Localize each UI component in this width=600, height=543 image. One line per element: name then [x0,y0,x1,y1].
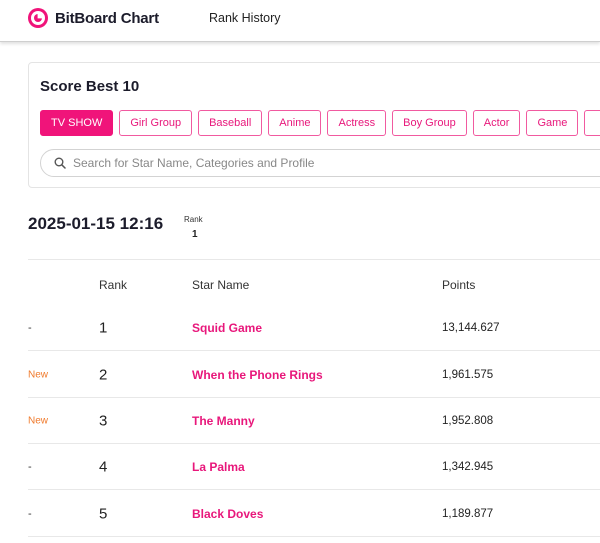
rank-number: 5 [99,505,108,523]
rank-change-new-badge: New [28,415,49,427]
table-row[interactable]: - 5 Black Doves 1,189.877 [28,491,600,537]
search-input[interactable] [73,154,593,172]
rank-change: - [28,508,32,520]
category-chip-girl-group[interactable]: Girl Group [119,110,193,136]
star-name-link[interactable]: Squid Game [192,321,263,335]
row-divider [28,536,600,537]
category-chip-anime[interactable]: Anime [268,110,322,136]
category-filter-chips: TV SHOW Girl Group Baseball Anime Actress Boy… [40,110,600,136]
category-chip-baseball[interactable]: Baseball [198,110,263,136]
category-chip-game[interactable]: Game [526,110,579,136]
table-top-divider [28,259,600,260]
points-value: 1,189.877 [442,508,494,520]
category-chip-actress[interactable]: Actress [327,110,387,136]
row-divider [28,350,600,351]
category-chip-actor[interactable]: Actor [472,110,521,136]
snapshot-datetime: 2025-01-15 12:16 [28,214,164,233]
bitboard-logo-icon [28,8,48,28]
table-row[interactable]: New 3 The Manny 1,952.808 [28,398,600,444]
category-chip-boy-group[interactable]: Boy Group [392,110,467,136]
rank-number: 3 [99,412,108,430]
row-divider [28,443,600,444]
table-row[interactable]: - 1 Squid Game 13,144.627 [28,305,600,351]
brand-logo[interactable]: BitBoard Chart [28,8,159,28]
search-box [40,149,600,177]
points-value: 1,342.945 [442,461,494,473]
table-row[interactable]: - 4 La Palma 1,342.945 [28,444,600,490]
star-name-link[interactable]: La Palma [192,460,245,474]
top-navigation-bar: BitBoard Chart Rank History [0,0,600,42]
star-name-link[interactable]: Black Doves [192,507,264,521]
category-chip-tv-show[interactable]: TV SHOW [40,110,114,136]
rank-number: 2 [99,366,108,384]
snapshot-rank-value: 1 [192,229,198,240]
brand-name: BitBoard Chart [55,9,159,27]
rank-change: - [28,322,32,334]
points-value: 1,952.808 [442,415,494,427]
column-header-points: Points [442,278,476,292]
star-name-link[interactable]: The Manny [192,414,255,428]
table-row[interactable]: New 2 When the Phone Rings 1,961.575 [28,352,600,398]
rank-number: 1 [99,319,108,337]
search-icon [54,157,66,169]
nav-rank-history-link[interactable]: Rank History [209,11,281,25]
points-value: 1,961.575 [442,369,494,381]
row-divider [28,397,600,398]
rank-change: - [28,461,32,473]
column-header-star-name: Star Name [192,278,250,292]
points-value: 13,144.627 [442,322,500,334]
column-header-rank: Rank [99,278,128,292]
panel-title: Score Best 10 [40,78,140,95]
category-chip-partial[interactable] [584,110,600,136]
row-divider [28,489,600,490]
rank-number: 4 [99,458,108,476]
snapshot-rank-label: Rank [184,215,203,224]
score-best-panel: Score Best 10 TV SHOW Girl Group Baseball A… [28,62,600,188]
rank-change-new-badge: New [28,369,49,381]
star-name-link[interactable]: When the Phone Rings [192,368,323,382]
